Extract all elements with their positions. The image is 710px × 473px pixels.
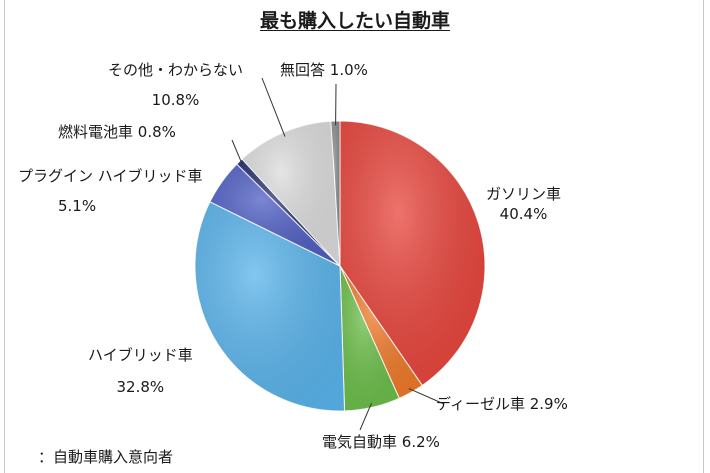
chart-title: 最も購入したい自動車 (0, 6, 710, 33)
label-gasoline-value: 40.4% (499, 205, 548, 223)
label-fuel-cell-name: 燃料電池車 (58, 123, 134, 141)
footnote: ：自動車購入意向者 (38, 448, 174, 466)
label-electric: 電気自動車 6.2% (322, 432, 440, 452)
label-no-answer-value: 1.0% (329, 61, 368, 79)
pie-slice-shade-0 (340, 121, 485, 386)
pie-slice-shade-5 (236, 159, 340, 266)
label-plugin-hybrid-value: 5.1% (58, 197, 97, 215)
pie-slice-shade-3 (195, 201, 345, 412)
label-other-name: その他・わからない (108, 61, 244, 79)
leader-line-5 (231, 139, 243, 165)
label-fuel-cell: 燃料電池車 0.8% (58, 122, 176, 142)
label-electric-name: 電気自動車 (322, 433, 398, 451)
label-plugin-hybrid: プラグイン ハイブリッド車 5.1% (18, 166, 202, 216)
label-no-answer-name: 無回答 (280, 61, 326, 79)
label-other-value: 10.8% (151, 91, 200, 109)
label-hybrid-name: ハイブリッド車 (88, 346, 193, 364)
label-plugin-hybrid-name: プラグイン ハイブリッド車 (18, 167, 203, 185)
pie-slice-shade-4 (209, 164, 340, 266)
label-fuel-cell-value: 0.8% (137, 123, 176, 141)
label-hybrid: ハイブリッド車 32.8% (88, 345, 193, 397)
chart-title-text: 最も購入したい自動車 (259, 10, 450, 32)
leader-line-1 (408, 388, 445, 405)
pie-slice-shade-1 (340, 266, 423, 399)
chart-frame (4, 0, 704, 473)
label-hybrid-value: 32.8% (116, 378, 165, 396)
label-diesel-value: 2.9% (529, 395, 568, 413)
leader-line-2 (359, 402, 372, 431)
pie-slice-shade-6 (242, 121, 340, 266)
label-electric-value: 6.2% (401, 433, 440, 451)
label-other: その他・わからない 10.8% (108, 60, 243, 110)
label-gasoline-name: ガソリン車 (486, 185, 562, 203)
label-gasoline: ガソリン車 40.4% (486, 184, 561, 224)
label-no-answer: 無回答 1.0% (280, 60, 368, 80)
leader-line-6 (261, 77, 286, 137)
label-diesel: ディーゼル車 2.9% (436, 394, 568, 414)
pie-slice-shade-2 (340, 266, 400, 411)
pie-slice-shade-7 (330, 121, 340, 266)
label-diesel-name: ディーゼル車 (436, 395, 525, 413)
